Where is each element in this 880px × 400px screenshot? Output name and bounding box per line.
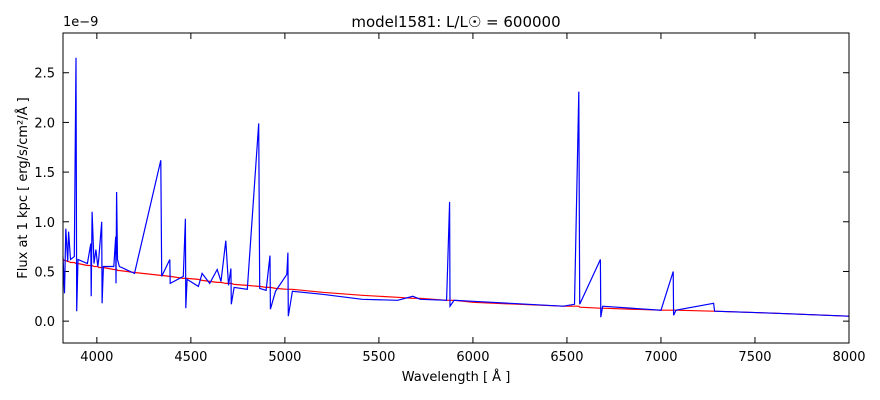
- y-tick-label: 0.5: [34, 265, 55, 280]
- x-tick-label: 7000: [644, 350, 677, 365]
- x-tick-label: 8000: [832, 350, 865, 365]
- plot-frame: [62, 32, 850, 344]
- y-tick-label: 1.0: [34, 216, 55, 231]
- spectrum-line: [62, 259, 850, 317]
- y-tick-label: 2.5: [34, 67, 55, 82]
- x-tick-label: 7500: [738, 350, 771, 365]
- chart-title: model1581: L/L☉ = 600000: [351, 13, 560, 31]
- x-tick-label: 5500: [362, 350, 395, 365]
- x-tick-label: 6500: [550, 350, 583, 365]
- x-axis-label: Wavelength [ Å ]: [402, 369, 511, 385]
- x-tick-label: 5000: [268, 350, 301, 365]
- y-tick-label: 1.5: [34, 166, 55, 181]
- y-tick-label: 0.0: [34, 315, 55, 330]
- x-tick-label: 4000: [80, 350, 113, 365]
- y-offset-label: 1e−9: [63, 15, 98, 30]
- y-axis-label: Flux at 1 kpc [ erg/s/cm²/Å ]: [15, 97, 31, 278]
- x-tick-label: 4500: [174, 350, 207, 365]
- y-tick-label: 2.0: [34, 116, 55, 131]
- x-tick-label: 6000: [456, 350, 489, 365]
- spectrum-line: [62, 57, 850, 318]
